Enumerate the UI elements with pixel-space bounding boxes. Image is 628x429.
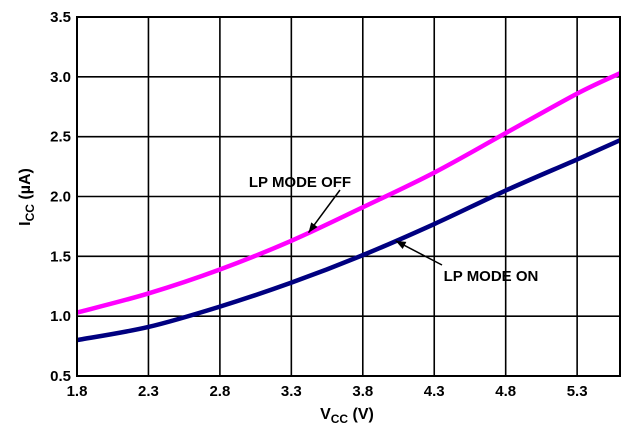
label-lp-mode-off: LP MODE OFF xyxy=(249,174,351,191)
series-line-lp-mode-off xyxy=(76,71,621,315)
plot-frame xyxy=(76,16,621,377)
arrow-lp-mode-off-head xyxy=(308,222,318,233)
y-tick-label: 0.5 xyxy=(50,368,71,385)
y-tick-label: 3.0 xyxy=(50,69,71,86)
series-line-lp-mode-on xyxy=(76,138,621,343)
y-axis-title: ICC (µA) xyxy=(17,168,37,226)
annotations: LP MODE OFF LP MODE ON xyxy=(249,174,538,285)
x-tick-label: 2.8 xyxy=(209,383,230,400)
plot-border xyxy=(76,16,621,377)
x-tick-label: 5.3 xyxy=(567,383,588,400)
y-tick-label: 1.5 xyxy=(50,248,71,265)
grid xyxy=(76,16,621,377)
x-tick-label: 3.3 xyxy=(281,383,302,400)
x-tick-label: 1.8 xyxy=(67,383,88,400)
x-tick-label: 3.8 xyxy=(352,383,373,400)
x-tick-label: 2.3 xyxy=(138,383,159,400)
x-tick-label: 4.3 xyxy=(424,383,445,400)
label-lp-mode-on: LP MODE ON xyxy=(444,268,539,285)
tick-labels: 1.8 2.3 2.8 3.3 3.8 4.3 4.8 5.3 0.5 1.0 1.5 2.0 2.5 3… xyxy=(50,9,587,400)
y-tick-label: 3.5 xyxy=(50,9,71,26)
y-tick-label: 2.5 xyxy=(50,129,71,146)
series-layer xyxy=(76,71,621,343)
x-axis-title: VCC (V) xyxy=(320,406,374,426)
y-tick-label: 1.0 xyxy=(50,308,71,325)
y-tick-label: 2.0 xyxy=(50,189,71,206)
x-tick-label: 4.8 xyxy=(495,383,516,400)
arrow-lp-mode-on-head xyxy=(395,240,407,249)
